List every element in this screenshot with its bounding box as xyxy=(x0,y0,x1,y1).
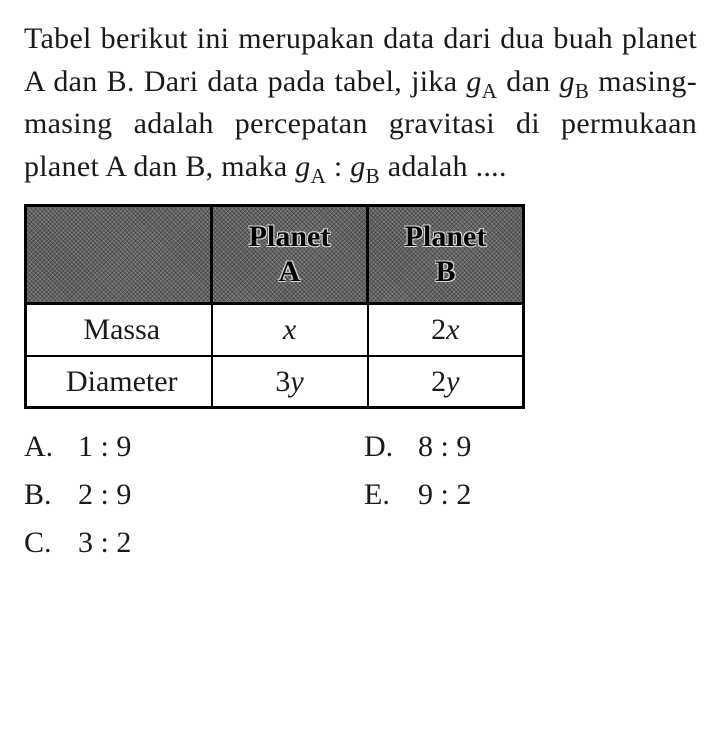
question-text: Tabel berikut ini merupakan data dari du… xyxy=(24,18,697,188)
option-b[interactable]: B. 2 : 9 xyxy=(24,471,324,519)
symbol-gB-g: g xyxy=(560,65,575,98)
option-letter: E. xyxy=(364,471,418,519)
symbol-gB2-g: g xyxy=(350,150,365,183)
option-text: 2 : 9 xyxy=(78,471,131,519)
option-text: 9 : 2 xyxy=(418,471,471,519)
cell-diameter-b: 2y xyxy=(368,356,524,408)
cell-massa-b: 2x xyxy=(368,304,524,356)
row-label-massa: Massa xyxy=(26,304,212,356)
option-letter: A. xyxy=(24,423,78,471)
table-header-blank xyxy=(26,206,212,304)
symbol-gA2-sub: A xyxy=(311,164,326,188)
symbol-gA-sub: A xyxy=(482,79,497,103)
symbol-gA2-g: g xyxy=(295,150,310,183)
option-text: 3 : 2 xyxy=(78,519,131,567)
option-a[interactable]: A. 1 : 9 xyxy=(24,423,324,471)
cell-massa-a: x xyxy=(212,304,368,356)
table-header-row: Planet A Planet B xyxy=(26,206,524,304)
symbol-colon: : xyxy=(326,150,350,183)
option-c[interactable]: C. 3 : 2 xyxy=(24,519,324,567)
table-row: Massa x 2x xyxy=(26,304,524,356)
question-part-2: dan xyxy=(497,65,559,98)
option-d[interactable]: D. 8 : 9 xyxy=(364,423,664,471)
symbol-gB-sub: B xyxy=(575,79,589,103)
option-letter: B. xyxy=(24,471,78,519)
question-part-4: adalah .... xyxy=(380,150,507,183)
row-label-diameter: Diameter xyxy=(26,356,212,408)
table-row: Diameter 3y 2y xyxy=(26,356,524,408)
option-letter: D. xyxy=(364,423,418,471)
planet-data-table: Planet A Planet B Massa x 2x Diameter 3y… xyxy=(24,204,525,409)
option-e[interactable]: E. 9 : 2 xyxy=(364,471,664,519)
option-text: 1 : 9 xyxy=(78,423,131,471)
table-header-planet-b: Planet B xyxy=(368,206,524,304)
symbol-gB2-sub: B xyxy=(366,164,380,188)
answer-options: A. 1 : 9 D. 8 : 9 B. 2 : 9 E. 9 : 2 C. 3… xyxy=(24,423,664,567)
option-text: 8 : 9 xyxy=(418,423,471,471)
table-header-planet-a: Planet A xyxy=(212,206,368,304)
option-letter: C. xyxy=(24,519,78,567)
cell-diameter-a: 3y xyxy=(212,356,368,408)
symbol-gA-g: g xyxy=(466,65,481,98)
